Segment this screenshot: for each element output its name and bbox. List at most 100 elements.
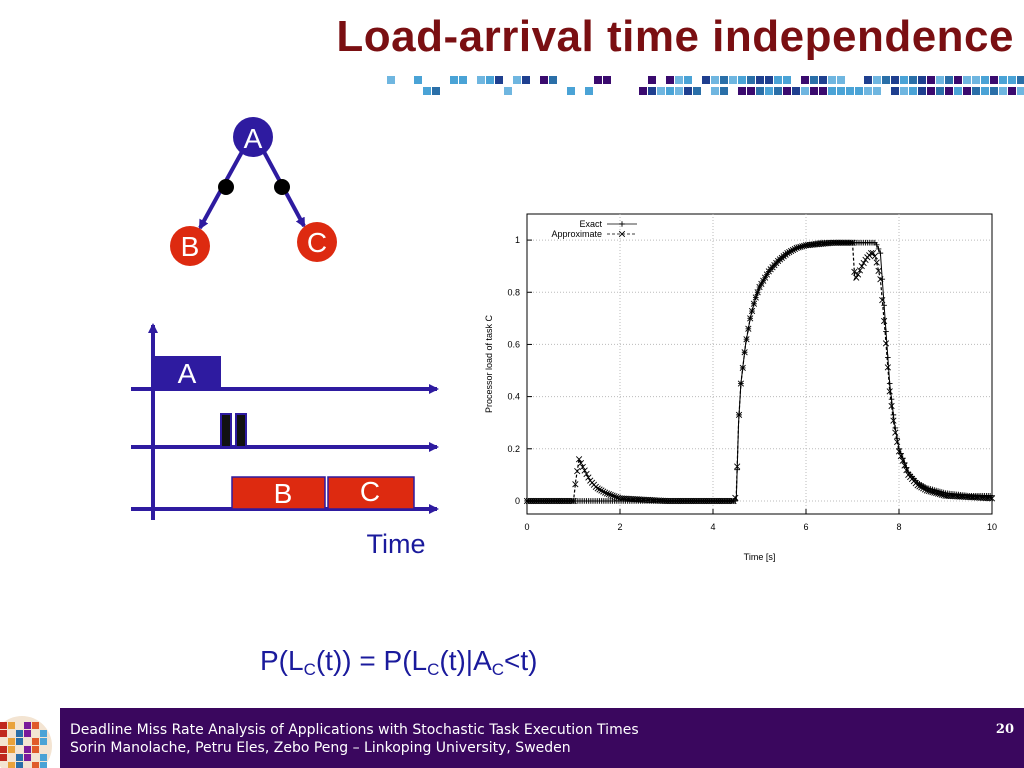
data-point (873, 241, 880, 248)
deco-pixel (846, 87, 854, 95)
data-point (784, 250, 791, 257)
data-point (903, 467, 910, 474)
logo-tile (24, 722, 31, 729)
task-b-bar: B (231, 476, 326, 510)
data-point (572, 481, 579, 488)
deco-pixel (504, 87, 512, 95)
data-point (743, 336, 750, 343)
data-point (596, 486, 603, 493)
deco-pixel (477, 76, 485, 84)
deco-pixel (954, 76, 962, 84)
data-point (847, 239, 854, 246)
deco-pixel (540, 76, 548, 84)
task-b-label: B (274, 478, 293, 509)
data-point (609, 492, 616, 499)
deco-pixel (927, 87, 935, 95)
data-point (574, 468, 581, 475)
x-tick-label: 4 (710, 522, 715, 532)
x-tick-label: 6 (803, 522, 808, 532)
deco-pixel (747, 76, 755, 84)
deco-pixel (486, 76, 494, 84)
formula-sub-1: C (303, 660, 316, 679)
formula-part-3: (t)|A (439, 645, 492, 676)
data-point (901, 462, 908, 469)
data-point (585, 474, 592, 481)
deco-pixel (963, 76, 971, 84)
deco-pixel (828, 76, 836, 84)
data-point (739, 364, 746, 372)
page-number: 20 (995, 722, 1014, 737)
deco-pixel (819, 76, 827, 84)
data-point (875, 267, 882, 274)
data-point (799, 243, 806, 250)
data-point (894, 435, 900, 442)
data-point (851, 268, 858, 276)
deco-pixel (423, 87, 431, 95)
legend-marker (618, 230, 626, 238)
data-point (931, 489, 938, 496)
data-point (737, 380, 745, 387)
data-point (581, 467, 588, 474)
data-point (853, 274, 860, 281)
deco-pixel (783, 87, 791, 95)
logo-tile (0, 754, 7, 761)
formula-sub-2: C (427, 660, 440, 679)
formula-sub-3: C (491, 660, 505, 679)
data-point (877, 250, 884, 256)
data-point (791, 245, 798, 253)
deco-pixel (801, 76, 809, 84)
deco-pixel (549, 76, 557, 84)
data-point (575, 456, 583, 463)
data-point (603, 490, 611, 497)
deco-pixel (927, 76, 935, 84)
university-logo (0, 708, 60, 768)
deco-pixel (666, 87, 674, 95)
logo-tile (16, 754, 23, 761)
deco-pixel (945, 76, 953, 84)
data-point (745, 325, 752, 332)
data-point (752, 294, 759, 301)
deco-pixel (981, 76, 989, 84)
deco-pixel (774, 76, 782, 84)
deco-pixel (873, 87, 881, 95)
deco-pixel (981, 87, 989, 95)
deco-pixel (639, 87, 647, 95)
data-point (882, 340, 890, 347)
data-point (849, 239, 856, 246)
logo-tile (8, 722, 15, 729)
deco-pixel (891, 76, 899, 84)
deco-pixel (990, 87, 998, 95)
logo-gear (0, 716, 52, 768)
data-point (921, 486, 929, 493)
deco-pixel (567, 87, 575, 95)
data-point (927, 488, 934, 495)
footer-authors: Sorin Manolache, Petru Eles, Zebo Peng –… (70, 740, 571, 756)
data-point (923, 487, 931, 494)
task-c-bar: C (327, 476, 415, 510)
deco-pixel (936, 76, 944, 84)
legend-label: Exact (579, 219, 602, 229)
data-point (615, 494, 622, 501)
deco-pixel (675, 87, 683, 95)
chart-plot-frame (526, 213, 993, 515)
transfer-bar-2 (235, 413, 247, 448)
data-point (602, 489, 609, 496)
task-diagram: A B C A B C Time (131, 117, 439, 559)
deco-pixel (702, 76, 710, 84)
y-tick-label: 1 (515, 235, 520, 245)
data-point (918, 484, 925, 491)
data-point (756, 283, 763, 291)
deco-pixel (603, 76, 611, 84)
deco-pixel (657, 87, 665, 95)
data-point (920, 485, 927, 492)
deco-pixel (720, 76, 728, 84)
deco-pixel (711, 87, 719, 95)
deco-pixel (963, 87, 971, 95)
data-point (793, 244, 800, 252)
data-point (611, 493, 618, 500)
deco-pixel (1008, 87, 1016, 95)
x-tick-label: 8 (896, 522, 901, 532)
data-point (892, 429, 899, 436)
data-point (884, 364, 891, 371)
